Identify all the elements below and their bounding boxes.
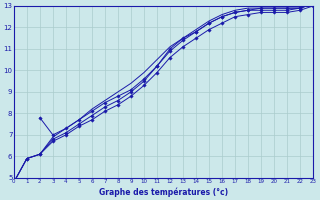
- X-axis label: Graphe des températures (°c): Graphe des températures (°c): [99, 187, 228, 197]
